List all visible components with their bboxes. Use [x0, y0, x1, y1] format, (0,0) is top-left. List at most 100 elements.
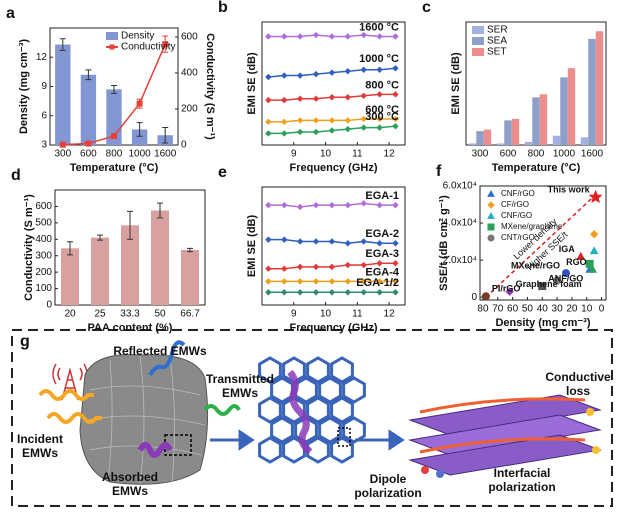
honeycomb-cell: [294, 376, 318, 404]
marker: [392, 122, 399, 130]
marker: [328, 289, 336, 296]
marker: [376, 33, 383, 40]
marker: [376, 124, 383, 131]
marker: [328, 263, 336, 271]
y2-axis-label: Conductivity (S m⁻¹): [204, 33, 216, 140]
legend-label: Density: [121, 31, 154, 42]
x-tick-label: 600: [500, 149, 517, 160]
y-tick-label: 6: [41, 110, 47, 121]
marker: [360, 66, 367, 73]
x-tick-label: 50: [154, 309, 166, 320]
bar: [511, 118, 520, 145]
x-tick-label: 11: [352, 309, 363, 320]
x-tick-label: 50: [522, 304, 534, 315]
error-bar: [157, 202, 163, 219]
marker: [360, 124, 367, 131]
legend-swatch: [472, 26, 484, 34]
y-axis-label: EMI SE (dB): [246, 215, 258, 278]
marker: [360, 115, 367, 123]
marker: [296, 33, 304, 40]
error-bar: [59, 38, 66, 51]
honeycomb-cell: [342, 376, 366, 404]
marker: [328, 127, 336, 134]
legend-swatch: [106, 32, 118, 40]
marker: [487, 223, 495, 231]
marker: [312, 70, 320, 78]
y-axis-label: EMI SE (dB): [246, 52, 258, 115]
marker: [376, 240, 383, 247]
marker: [281, 236, 288, 243]
y-tick-label: 600: [35, 201, 52, 212]
error-bar: [162, 126, 169, 144]
legend-label: CNF/GO: [501, 211, 532, 220]
marker: [312, 238, 320, 245]
diagram-label: Incident: [17, 432, 63, 446]
error-bar: [111, 85, 117, 94]
error-bar: [67, 241, 73, 256]
error-bar: [85, 142, 92, 145]
legend-label: SEA: [487, 36, 507, 47]
marker: [487, 189, 495, 197]
y2-tick-label: 400: [181, 68, 198, 79]
y-axis-label: Conductivity (S m⁻¹): [23, 194, 35, 301]
marker: [296, 117, 304, 124]
y-tick-label: 0: [471, 292, 477, 303]
x-axis-label: Frequency (GHz): [289, 322, 377, 334]
error-bar: [136, 122, 143, 137]
x-tick-label: 12: [384, 309, 396, 320]
bar: [567, 68, 576, 145]
diagram-label: EMWs: [222, 386, 258, 400]
marker: [376, 278, 383, 285]
diagram-label: Interfacial: [494, 466, 551, 480]
marker: [281, 289, 288, 296]
x-tick-label: 80: [477, 304, 489, 315]
diagram-label: EMWs: [112, 484, 148, 498]
x-tick-label: 25: [94, 309, 106, 320]
x-tick-label: 40: [537, 304, 549, 315]
marker: [487, 234, 495, 242]
marker: [312, 278, 320, 285]
marker: [296, 263, 304, 271]
marker: [281, 72, 288, 79]
bar: [80, 74, 97, 145]
honeycomb-cell: [306, 396, 330, 424]
marker: [487, 201, 495, 209]
marker: [328, 278, 336, 285]
point-label: ANF/GO: [548, 273, 583, 283]
marker: [538, 282, 547, 291]
marker: [344, 261, 352, 269]
x-tick-label: 66.7: [180, 309, 200, 320]
panel-label: d: [11, 167, 21, 184]
panel-g-frame: [11, 329, 613, 507]
marker: [328, 238, 336, 245]
marker: [392, 260, 399, 267]
point-label: IGA: [559, 244, 576, 254]
x-axis-label: Density (mg cm⁻³): [495, 317, 590, 329]
y-tick-label: 3: [41, 140, 47, 151]
plot-frame: [261, 186, 406, 306]
x-tick-label: 9: [291, 309, 297, 320]
reflected-wave: [148, 340, 186, 377]
diagram-label: Conductive: [545, 370, 611, 384]
y-axis-label: Density (mg cm⁻³): [18, 39, 30, 134]
y-axis-label: EMI SE (dB): [450, 52, 462, 115]
bar: [468, 143, 477, 145]
marker: [265, 278, 272, 285]
x-tick-label: 800: [528, 149, 545, 160]
bar: [181, 249, 199, 305]
panel-label: e: [218, 164, 227, 181]
bar: [55, 44, 71, 146]
bar: [151, 210, 169, 305]
transmitted-wave: [203, 404, 241, 416]
marker: [312, 128, 320, 136]
legend-swatch: [472, 37, 484, 45]
marker: [376, 201, 383, 209]
y-axis-label: SSE/t (dB cm² g⁻¹): [438, 195, 450, 291]
x-tick-label: 20: [64, 309, 76, 320]
marker: [265, 236, 272, 243]
marker: [376, 115, 383, 123]
bar: [483, 129, 492, 145]
point-label: RGO: [566, 257, 587, 267]
marker: [328, 69, 336, 76]
legend-label: CNF/rGO: [501, 189, 535, 198]
